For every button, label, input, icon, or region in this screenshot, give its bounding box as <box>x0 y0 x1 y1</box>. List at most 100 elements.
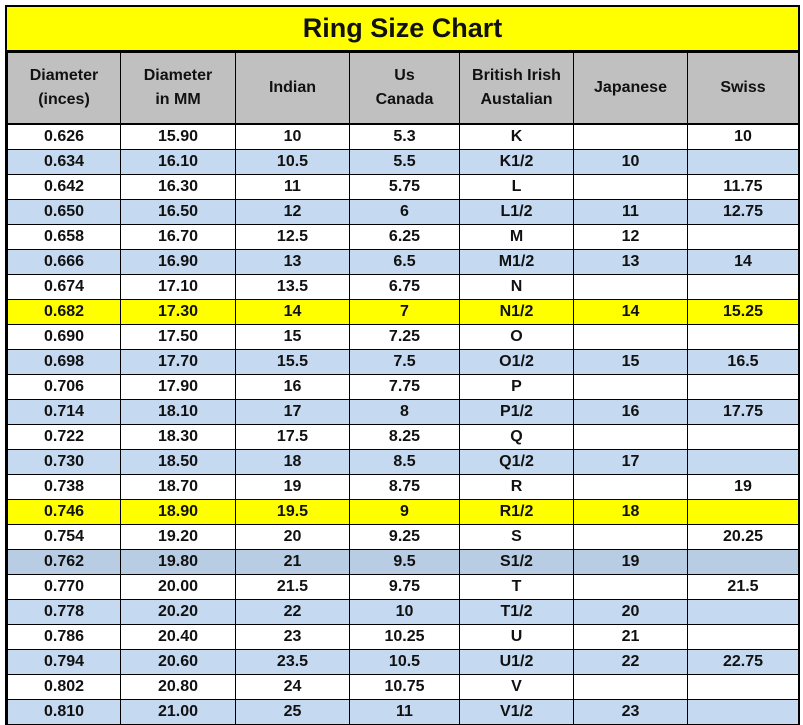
table-row: 0.802 20.80 24 10.75 V <box>7 674 799 700</box>
table-cell: 10 <box>687 123 799 150</box>
table-cell <box>687 274 799 300</box>
table-cell <box>687 674 799 700</box>
table-cell: 10.5 <box>235 149 350 175</box>
table-cell: 16.30 <box>120 174 236 200</box>
table-cell: 23 <box>573 699 688 725</box>
table-cell: 17 <box>573 449 688 475</box>
table-cell: 19.5 <box>235 499 350 525</box>
table-row: 0.650 16.50 12 6 L1/2 11 12.75 <box>7 199 799 225</box>
table-cell: 19 <box>235 474 350 500</box>
table-cell: 10 <box>235 123 350 150</box>
table-cell: 0.626 <box>7 123 121 150</box>
table-row: 0.714 18.10 17 8 P1/2 16 17.75 <box>7 399 799 425</box>
table-row: 0.778 20.20 22 10 T1/2 20 <box>7 599 799 625</box>
table-row: 0.634 16.10 10.5 5.5 K1/2 10 <box>7 149 799 175</box>
table-row: 0.738 18.70 19 8.75 R 19 <box>7 474 799 500</box>
table-cell: 20 <box>573 599 688 625</box>
table-cell <box>687 449 799 475</box>
table-cell: 16 <box>573 399 688 425</box>
table-cell: U <box>459 624 574 650</box>
table-cell: 0.706 <box>7 374 121 400</box>
table-cell: 6.5 <box>349 249 460 275</box>
table-cell: 9.25 <box>349 524 460 550</box>
table-cell: 13.5 <box>235 274 350 300</box>
table-cell: 18.70 <box>120 474 236 500</box>
table-cell: 16.5 <box>687 349 799 375</box>
table-cell <box>573 324 688 350</box>
table-cell <box>573 274 688 300</box>
table-cell: 22.75 <box>687 649 799 675</box>
table-cell: 21 <box>573 624 688 650</box>
table-cell: 20.00 <box>120 574 236 600</box>
table-cell <box>573 374 688 400</box>
table-cell: 14 <box>687 249 799 275</box>
table-cell: 13 <box>235 249 350 275</box>
table-cell <box>687 149 799 175</box>
table-cell: 0.634 <box>7 149 121 175</box>
table-row: 0.794 20.60 23.5 10.5 U1/2 22 22.75 <box>7 649 799 675</box>
table-cell: 17.75 <box>687 399 799 425</box>
table-cell: T1/2 <box>459 599 574 625</box>
column-header: Diameter in MM <box>120 52 236 125</box>
table-cell: 11.75 <box>687 174 799 200</box>
table-cell: 19 <box>687 474 799 500</box>
table-cell: 8 <box>349 399 460 425</box>
table-cell: V1/2 <box>459 699 574 725</box>
table-cell: 0.674 <box>7 274 121 300</box>
chart-title: Ring Size Chart <box>7 7 798 52</box>
table-cell: 0.786 <box>7 624 121 650</box>
table-row: 0.770 20.00 21.5 9.75 T 21.5 <box>7 574 799 600</box>
table-cell <box>573 524 688 550</box>
table-cell: 14 <box>573 299 688 325</box>
table-cell: 12 <box>235 199 350 225</box>
table-cell: O1/2 <box>459 349 574 375</box>
table-cell: 0.794 <box>7 649 121 675</box>
table-row: 0.730 18.50 18 8.5 Q1/2 17 <box>7 449 799 475</box>
table-cell: 16 <box>235 374 350 400</box>
table-row: 0.690 17.50 15 7.25 O <box>7 324 799 350</box>
table-cell: Q <box>459 424 574 450</box>
table-cell: 24 <box>235 674 350 700</box>
table-cell: 0.666 <box>7 249 121 275</box>
table-cell: 0.746 <box>7 499 121 525</box>
table-cell: P1/2 <box>459 399 574 425</box>
table-cell <box>687 599 799 625</box>
table-cell: 7.75 <box>349 374 460 400</box>
table-cell <box>573 424 688 450</box>
table-cell: N <box>459 274 574 300</box>
table-cell: 16.50 <box>120 199 236 225</box>
table-row: 0.658 16.70 12.5 6.25 M 12 <box>7 224 799 250</box>
table-cell: 16.10 <box>120 149 236 175</box>
table-row: 0.674 17.10 13.5 6.75 N <box>7 274 799 300</box>
table-cell: 23.5 <box>235 649 350 675</box>
table-cell: 6 <box>349 199 460 225</box>
table-cell: 16.90 <box>120 249 236 275</box>
table-cell: 21 <box>235 549 350 575</box>
table-cell: 0.762 <box>7 549 121 575</box>
table-cell: 5.3 <box>349 123 460 150</box>
table-row: 0.666 16.90 13 6.5 M1/2 13 14 <box>7 249 799 275</box>
table-cell: 22 <box>573 649 688 675</box>
table-cell: 16.70 <box>120 224 236 250</box>
table-row: 0.626 15.90 10 5.3 K 10 <box>7 123 799 150</box>
table-cell: 15 <box>235 324 350 350</box>
table-cell: 5.5 <box>349 149 460 175</box>
table-cell: 18 <box>573 499 688 525</box>
table-cell <box>687 224 799 250</box>
table-cell: 0.770 <box>7 574 121 600</box>
header-row: Diameter (inces) Diameter in MM Indian Us C… <box>7 52 799 125</box>
column-header: Diameter (inces) <box>7 52 121 125</box>
table-cell: 10.25 <box>349 624 460 650</box>
table-cell: 18.50 <box>120 449 236 475</box>
table-cell: 6.25 <box>349 224 460 250</box>
table-cell: 23 <box>235 624 350 650</box>
table-cell: 0.714 <box>7 399 121 425</box>
table-cell: 19.80 <box>120 549 236 575</box>
table-row: 0.706 17.90 16 7.75 P <box>7 374 799 400</box>
table-cell: 9.5 <box>349 549 460 575</box>
table-cell: 0.698 <box>7 349 121 375</box>
table-cell <box>687 424 799 450</box>
table-cell: 21.00 <box>120 699 236 725</box>
table-cell: S1/2 <box>459 549 574 575</box>
table-cell: M <box>459 224 574 250</box>
